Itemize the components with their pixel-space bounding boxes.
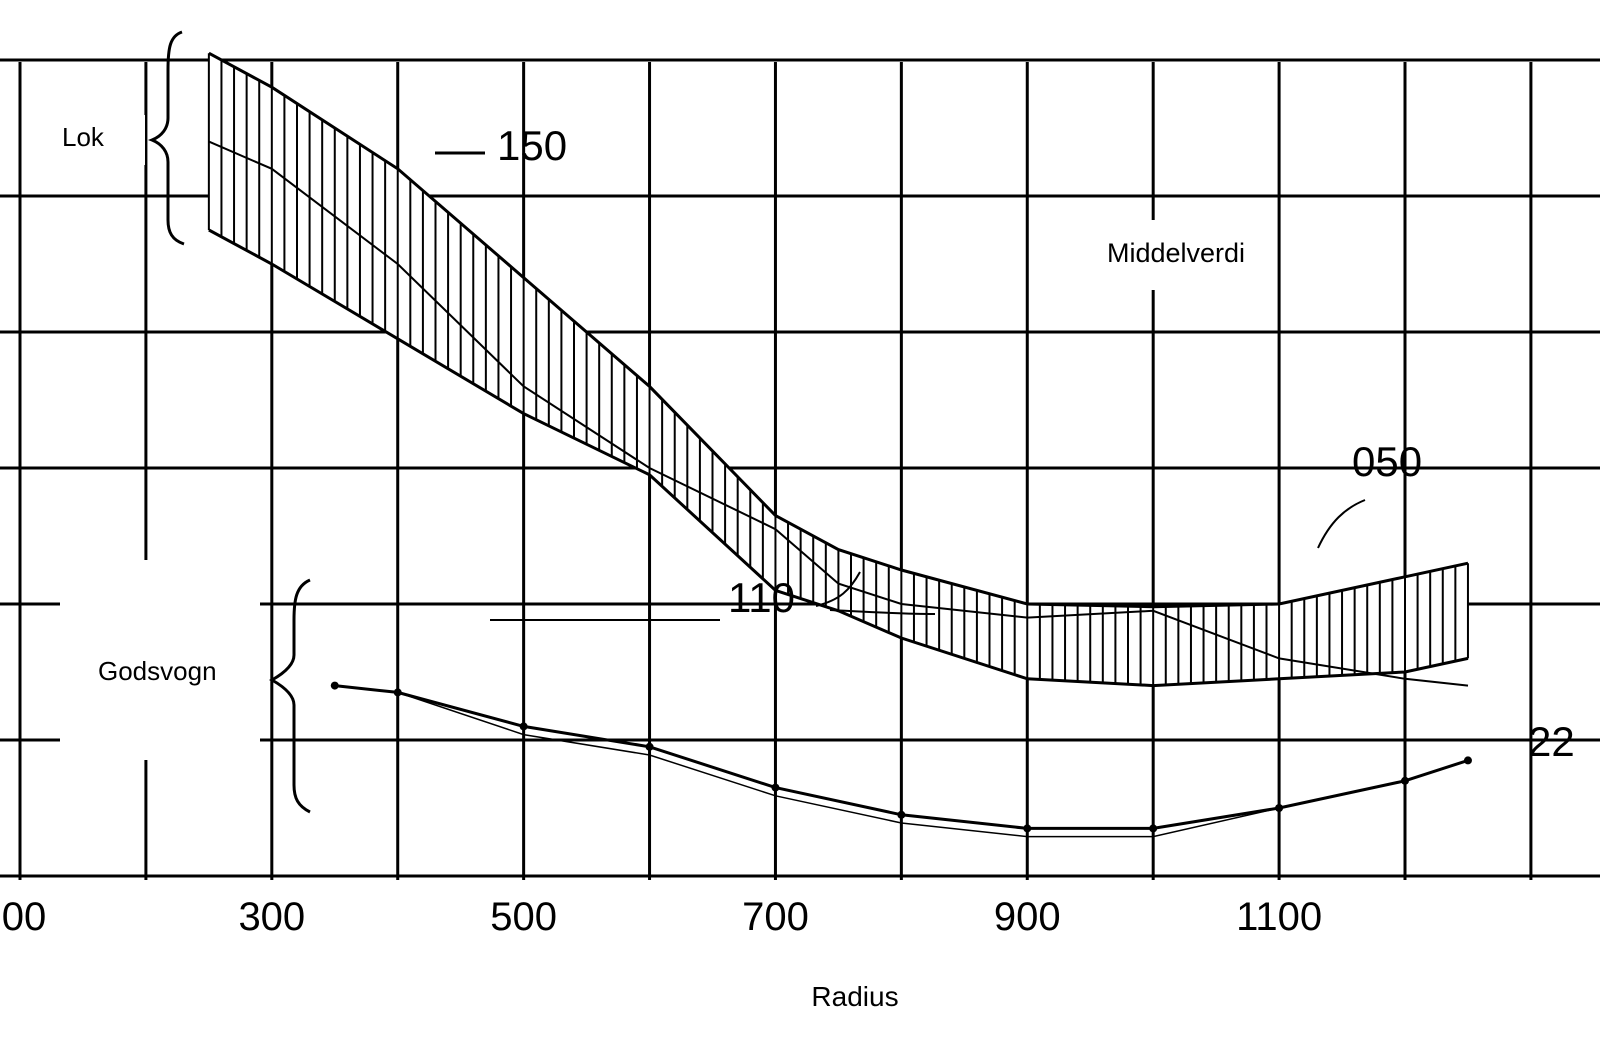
leader-050	[1317, 499, 1366, 549]
godsvogn-bracket	[268, 578, 311, 814]
label-050: 050	[1352, 438, 1422, 485]
godsvogn-point	[330, 681, 339, 690]
x-tick-label: 00	[2, 895, 47, 939]
godsvogn-point	[1401, 776, 1409, 785]
x-tick-label: 300	[238, 895, 305, 939]
godsvogn-point	[771, 783, 780, 792]
godsvogn-point	[1275, 804, 1284, 812]
label-22: 22	[1528, 718, 1575, 765]
leader-110	[815, 571, 936, 615]
lok-band-mid-line	[208, 140, 1469, 687]
lok-label: Lok	[62, 122, 105, 152]
label-150: 150	[497, 122, 567, 169]
godsvogn-point	[393, 688, 402, 697]
godsvogn-point	[519, 722, 528, 731]
x-axis-title: Radius	[811, 981, 898, 1012]
x-axis-ticks: 00 300 500 700 900 1100	[2, 895, 1322, 939]
grid	[0, 58, 1600, 880]
godsvogn-point	[645, 742, 654, 751]
godsvogn-label-bg	[60, 560, 260, 760]
godsvogn-line-secondary	[334, 684, 1469, 838]
godsvogn-point	[1149, 824, 1158, 833]
lok-bracket	[147, 30, 185, 246]
godsvogn-point	[1023, 824, 1032, 833]
godsvogn-label: Godsvogn	[98, 656, 217, 686]
lok-label-bg	[45, 115, 145, 165]
godsvogn-point	[1463, 756, 1472, 765]
lok-band-upper-line	[208, 51, 1469, 609]
godsvogn-point	[897, 810, 906, 819]
middelverdi-label: Middelverdi	[1107, 238, 1245, 268]
annotations: Lok Godsvogn 150 110 050 22 Middelverdi …	[62, 30, 1575, 1012]
middelverdi-label-bg	[1070, 220, 1270, 290]
x-tick-label: 500	[490, 895, 557, 939]
plot-area	[207, 51, 1472, 838]
x-tick-label: 1100	[1236, 895, 1322, 939]
x-tick-label: 700	[742, 895, 809, 939]
label-110: 110	[728, 574, 795, 621]
x-tick-label: 900	[994, 895, 1061, 939]
